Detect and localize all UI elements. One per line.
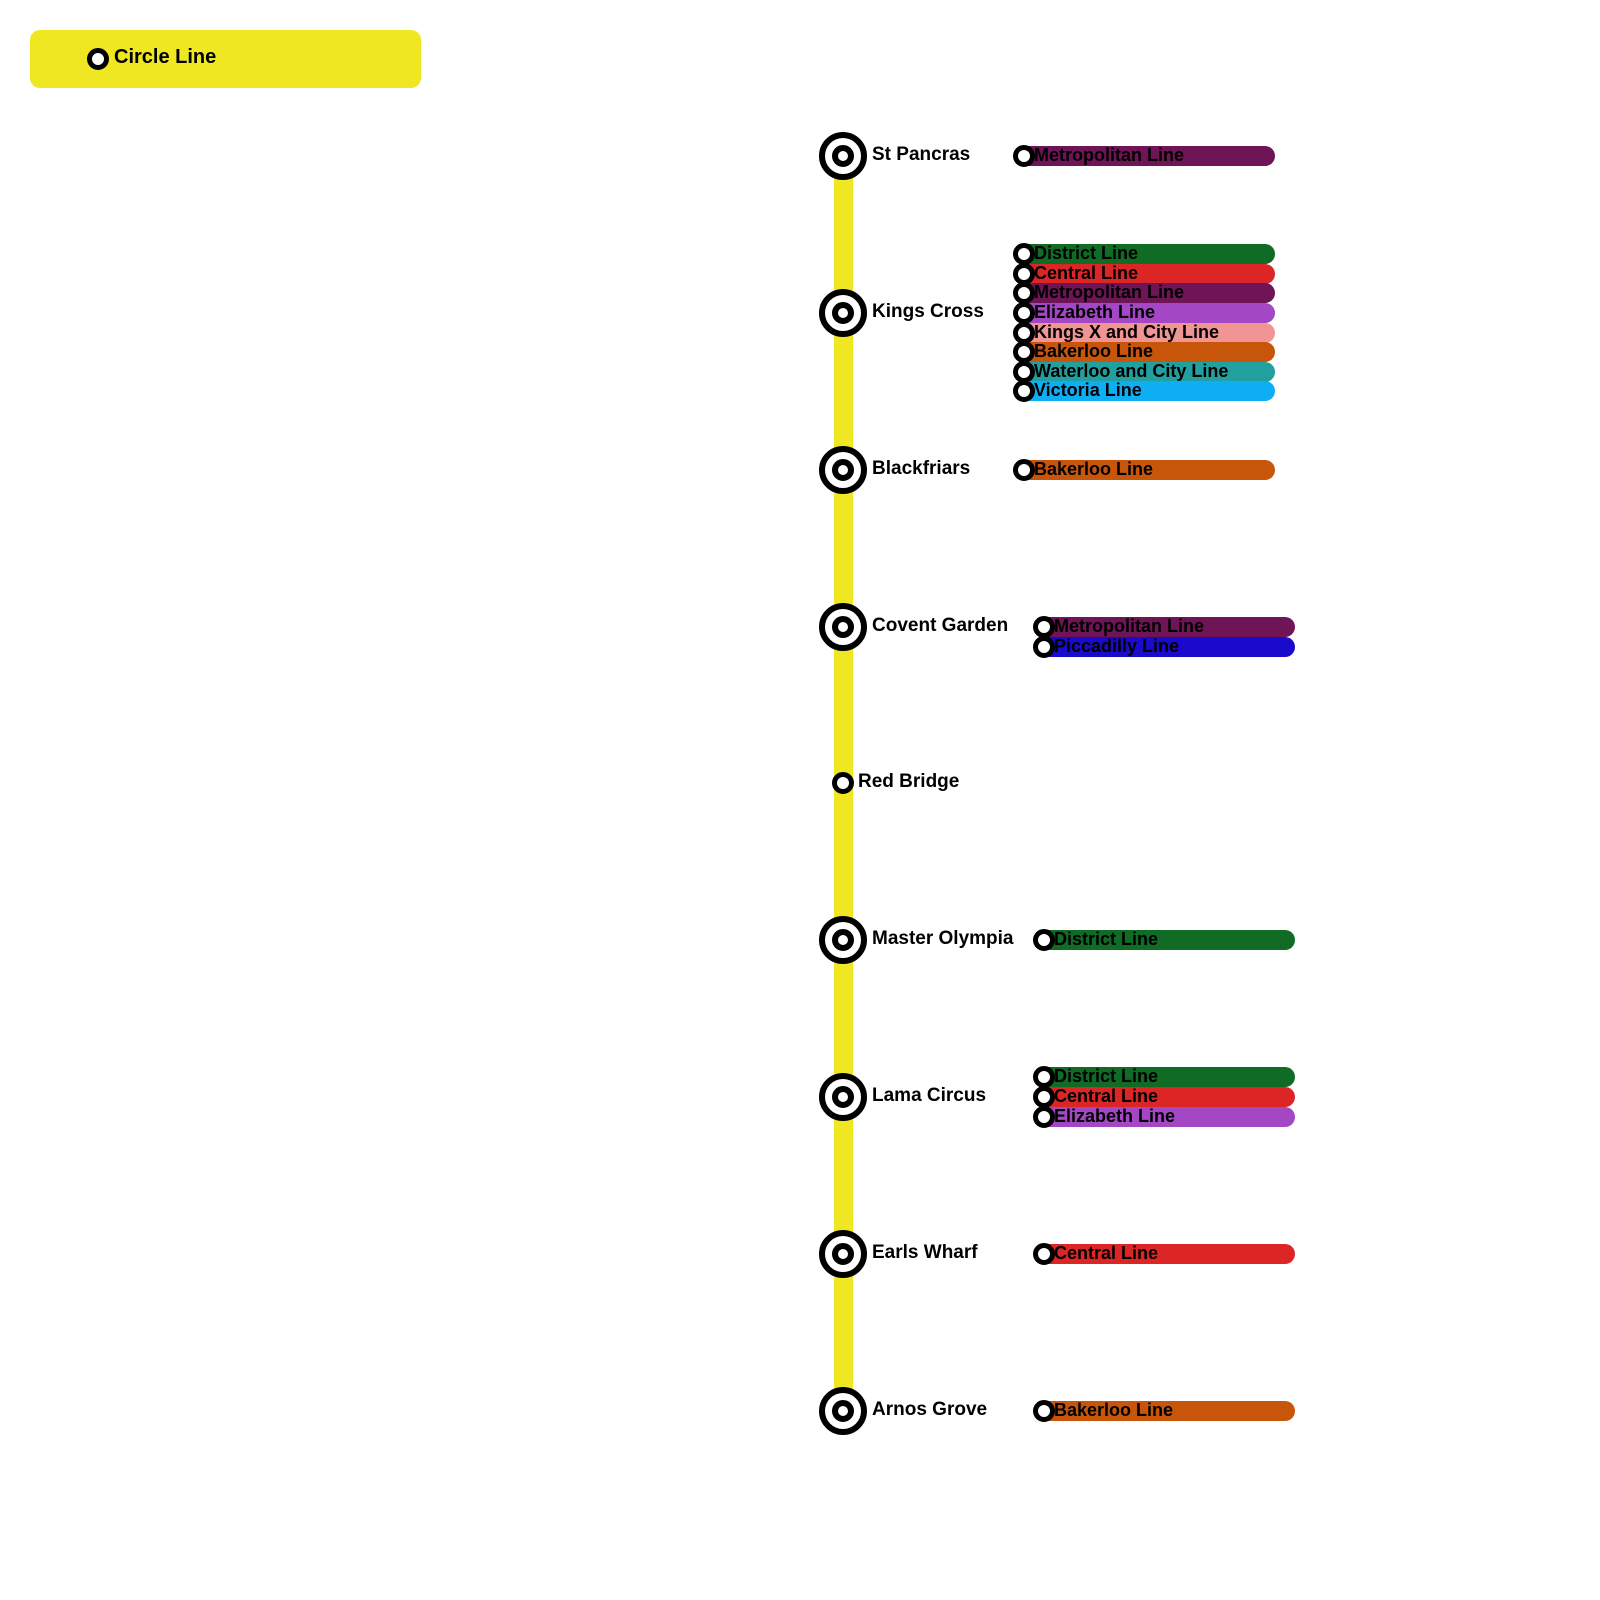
line-name: Victoria Line bbox=[1034, 380, 1142, 401]
line-marker-icon bbox=[1013, 145, 1035, 167]
line-marker-icon bbox=[1013, 380, 1035, 403]
line-name: Bakerloo Line bbox=[1034, 341, 1154, 362]
line-name: Central Line bbox=[1054, 1243, 1159, 1263]
station-name: Master Olympia bbox=[872, 928, 1014, 949]
line-marker-icon bbox=[1033, 1105, 1055, 1128]
interchange-station-icon[interactable] bbox=[819, 446, 867, 494]
line-name: Central Line bbox=[1034, 262, 1139, 283]
line-marker-icon bbox=[1013, 262, 1035, 285]
connecting-line-badge[interactable]: Metropolitan Line bbox=[1013, 145, 1275, 167]
connecting-line-badge[interactable]: Piccadilly Line bbox=[1033, 635, 1295, 658]
interchange-station-icon[interactable] bbox=[819, 1230, 867, 1278]
station-name: St Pancras bbox=[872, 144, 971, 165]
line-marker-icon bbox=[1013, 321, 1035, 344]
line-marker-icon bbox=[1033, 1243, 1055, 1265]
line-header: Circle Line bbox=[30, 30, 421, 88]
line-marker-icon bbox=[1013, 282, 1035, 305]
line-name: Kings X and City Line bbox=[1034, 321, 1220, 342]
connecting-line-badge[interactable]: Central Line bbox=[1033, 1243, 1295, 1265]
connecting-line-badge[interactable]: Victoria Line bbox=[1013, 380, 1275, 403]
connecting-line-badge[interactable]: Bakerloo Line bbox=[1033, 1400, 1295, 1422]
line-name: Bakerloo Line bbox=[1034, 459, 1154, 479]
station-name: Arnos Grove bbox=[872, 1399, 988, 1420]
line-marker-icon bbox=[1033, 635, 1055, 658]
line-name: Elizabeth Line bbox=[1034, 302, 1156, 322]
connecting-line-badge[interactable]: Metropolitan Line bbox=[1013, 282, 1275, 305]
line-name: Metropolitan Line bbox=[1054, 616, 1204, 636]
line-name: Bakerloo Line bbox=[1054, 1400, 1174, 1420]
line-name: Elizabeth Line bbox=[1054, 1105, 1176, 1126]
line-marker-icon bbox=[1013, 302, 1035, 324]
line-name: District Line bbox=[1054, 1066, 1159, 1087]
connecting-line-badge[interactable]: Waterloo and City Line bbox=[1013, 360, 1275, 383]
station-name: Blackfriars bbox=[872, 458, 971, 479]
connecting-line-badge[interactable]: Kings X and City Line bbox=[1013, 321, 1275, 344]
station-name: Red Bridge bbox=[858, 771, 960, 792]
station-name: Kings Cross bbox=[872, 301, 984, 322]
interchange-station-icon[interactable] bbox=[819, 1387, 867, 1435]
connecting-line-badge[interactable]: Elizabeth Line bbox=[1013, 302, 1275, 324]
line-name: Metropolitan Line bbox=[1034, 282, 1184, 303]
connecting-line-badge[interactable]: Elizabeth Line bbox=[1033, 1105, 1295, 1128]
line-name: District Line bbox=[1034, 243, 1139, 264]
interchange-station-icon[interactable] bbox=[819, 289, 867, 337]
station-name: Earls Wharf bbox=[872, 1242, 978, 1263]
station-name: Covent Garden bbox=[872, 615, 1009, 636]
line-marker-icon bbox=[1033, 929, 1055, 951]
connecting-line-badge[interactable]: Bakerloo Line bbox=[1013, 459, 1275, 481]
line-marker-icon bbox=[1033, 1086, 1055, 1108]
line-title: Circle Line bbox=[114, 46, 217, 68]
interchange-station-icon[interactable] bbox=[819, 916, 867, 964]
interchange-station-icon[interactable] bbox=[819, 1073, 867, 1121]
line-name: District Line bbox=[1054, 929, 1159, 949]
line-name: Waterloo and City Line bbox=[1034, 360, 1229, 381]
line-marker-icon bbox=[1013, 243, 1035, 266]
connecting-line-badge[interactable]: Metropolitan Line bbox=[1033, 616, 1295, 638]
line-marker-icon bbox=[1013, 341, 1035, 364]
line-marker-icon bbox=[1013, 459, 1035, 481]
interchange-station-icon[interactable] bbox=[819, 603, 867, 651]
station-name: Lama Circus bbox=[872, 1085, 987, 1106]
line-name: Metropolitan Line bbox=[1034, 145, 1184, 165]
line-marker-icon bbox=[1013, 360, 1035, 383]
connecting-line-badge[interactable]: District Line bbox=[1013, 243, 1275, 266]
station-stop-icon[interactable] bbox=[832, 772, 854, 794]
line-marker-icon bbox=[1033, 616, 1055, 638]
line-name: Central Line bbox=[1054, 1086, 1159, 1106]
connecting-line-badge[interactable]: Central Line bbox=[1033, 1086, 1295, 1108]
connecting-line-badge[interactable]: Central Line bbox=[1013, 262, 1275, 285]
connecting-line-badge[interactable]: Bakerloo Line bbox=[1013, 341, 1275, 364]
station-marker-icon bbox=[87, 48, 109, 70]
interchange-station-icon[interactable] bbox=[819, 132, 867, 180]
line-marker-icon bbox=[1033, 1400, 1055, 1422]
line-marker-icon bbox=[1033, 1066, 1055, 1089]
connecting-line-badge[interactable]: District Line bbox=[1033, 1066, 1295, 1089]
line-name: Piccadilly Line bbox=[1054, 635, 1180, 656]
connecting-line-badge[interactable]: District Line bbox=[1033, 929, 1295, 951]
